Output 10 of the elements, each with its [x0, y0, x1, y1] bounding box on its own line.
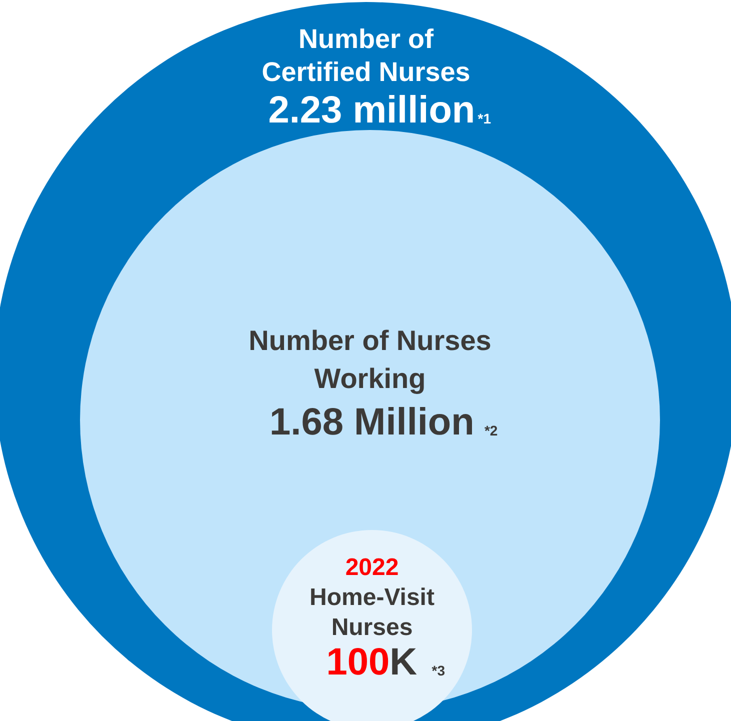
text: *3 — [432, 662, 446, 679]
category-label: Number of Certified Nurses — [262, 24, 470, 87]
data-label: 100K — [326, 642, 418, 684]
category-label: Home-Visit Nurses — [310, 584, 434, 641]
data-label: 1.68 Million — [270, 402, 474, 444]
text: 2022 — [345, 554, 399, 581]
data-label: 2.23 million — [268, 90, 476, 132]
text: *2 — [484, 422, 498, 439]
text: *1 — [478, 110, 492, 127]
category-label: Number of Nurses Working — [248, 325, 492, 394]
